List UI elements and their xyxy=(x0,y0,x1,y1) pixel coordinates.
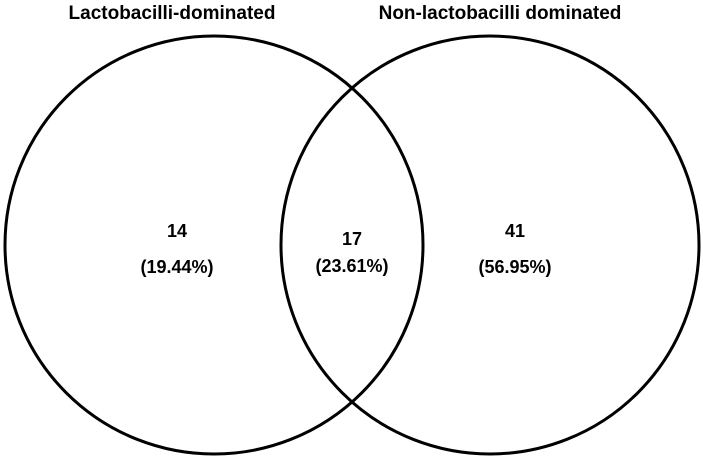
intersection-percent: (23.61%) xyxy=(315,256,388,276)
right-only-percent: (56.95%) xyxy=(478,257,551,277)
right-only-count: 41 xyxy=(505,221,525,241)
set-title-lactobacilli: Lactobacilli-dominated xyxy=(69,3,276,24)
intersection-count: 17 xyxy=(342,229,362,249)
circle-non-lactobacilli xyxy=(279,34,701,456)
circle-lactobacilli xyxy=(3,34,425,456)
left-only-count: 14 xyxy=(167,221,187,241)
left-only-percent: (19.44%) xyxy=(140,257,213,277)
set-title-non-lactobacilli: Non-lactobacilli dominated xyxy=(379,3,622,24)
